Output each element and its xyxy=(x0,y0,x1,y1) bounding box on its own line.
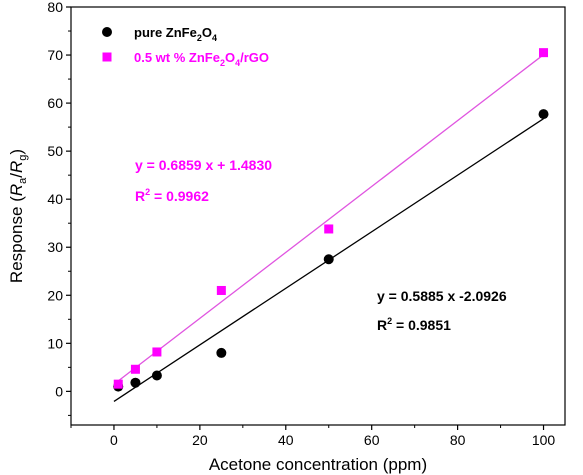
data-point-1 xyxy=(130,364,140,374)
r-squared-znfe2o4-rgo: R2 = 0.9962 xyxy=(135,187,209,204)
y-axis-title-rg: R xyxy=(7,161,26,173)
x-tick-label: 80 xyxy=(450,432,466,448)
data-point-1 xyxy=(539,48,549,58)
y-axis-title-slash: / xyxy=(7,173,26,178)
y-tick-label: 20 xyxy=(47,287,63,303)
y-axis-title-ra-sub: a xyxy=(17,177,29,184)
y-tick-label: 40 xyxy=(47,191,63,207)
y-axis-title-rg-sub: g xyxy=(17,155,29,161)
y-axis-title-prefix: Response ( xyxy=(7,196,26,283)
y-tick-label: 0 xyxy=(55,383,63,399)
plot-frame xyxy=(70,6,566,426)
y-axis-title-suffix: ) xyxy=(7,149,26,155)
y-tick-label: 80 xyxy=(47,0,63,15)
data-markers xyxy=(113,48,549,392)
fit-equation-znfe2o4-rgo: y = 0.6859 x + 1.4830 xyxy=(135,157,272,173)
legend-label-znfe2o4-rgo: 0.5 wt % ZnFe2O4/rGO xyxy=(134,50,269,68)
x-tick-label: 60 xyxy=(364,432,380,448)
y-tick-label: 70 xyxy=(47,47,63,63)
fit-equation-pure-znfe2o4: y = 0.5885 x -2.0926 xyxy=(377,288,507,304)
data-point-0 xyxy=(538,109,549,120)
data-point-1 xyxy=(324,224,334,234)
data-point-0 xyxy=(216,347,227,358)
data-point-0 xyxy=(151,370,162,381)
fit-line-1 xyxy=(113,54,544,385)
x-tick-label: 20 xyxy=(192,432,208,448)
fit-equations: y = 0.6859 x + 1.4830 R2 = 0.9962 y = 0.… xyxy=(135,157,507,333)
x-tick-label: 0 xyxy=(110,432,118,448)
y-tick-label: 10 xyxy=(47,335,63,351)
legend-marker-znfe2o4-rgo xyxy=(102,52,112,62)
legend-marker-pure-znfe2o4 xyxy=(102,27,112,37)
x-tick-label: 100 xyxy=(532,432,556,448)
legend: pure ZnFe2O4 0.5 wt % ZnFe2O4/rGO xyxy=(102,25,269,68)
axis-ticks: 0 20 40 60 80 100 0 10 20 30 40 50 60 70 80 xyxy=(47,0,555,448)
y-axis-title: Response (Ra/Rg) xyxy=(7,149,29,283)
data-point-1 xyxy=(216,285,226,295)
y-tick-label: 50 xyxy=(47,143,63,159)
data-point-1 xyxy=(152,347,162,357)
r-squared-pure-znfe2o4: R2 = 0.9851 xyxy=(377,316,451,333)
x-tick-label: 40 xyxy=(278,432,294,448)
data-point-0 xyxy=(323,254,334,265)
legend-label-pure-znfe2o4: pure ZnFe2O4 xyxy=(134,25,217,43)
data-point-1 xyxy=(113,379,123,389)
x-axis-title: Acetone concentration (ppm) xyxy=(209,455,427,474)
y-tick-label: 30 xyxy=(47,239,63,255)
data-point-0 xyxy=(130,377,141,388)
y-tick-label: 60 xyxy=(47,95,63,111)
y-axis-title-ra: R xyxy=(7,184,26,196)
